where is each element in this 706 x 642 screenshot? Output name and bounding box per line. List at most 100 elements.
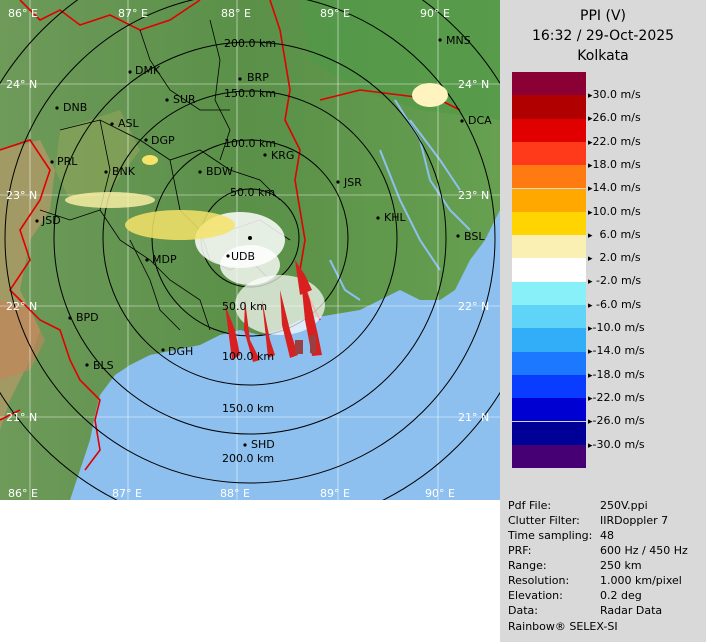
scale-swatch bbox=[512, 398, 586, 422]
lon-label-88-top: 88° E bbox=[221, 7, 251, 20]
meta-key: Elevation: bbox=[508, 589, 563, 602]
radar-echoes bbox=[65, 83, 448, 362]
range-rings bbox=[0, 0, 500, 500]
scale-label: -2.0 m/s bbox=[588, 274, 641, 287]
scale-swatch bbox=[512, 444, 586, 469]
city-jsd: JSD bbox=[41, 214, 61, 227]
meta-key: Data: bbox=[508, 604, 538, 617]
range-label-150-south: 150.0 km bbox=[222, 402, 274, 415]
scale-swatch bbox=[512, 328, 586, 352]
scale-label: -6.0 m/s bbox=[588, 298, 641, 311]
meta-row: Pdf File: 250V.ppi bbox=[508, 498, 704, 513]
meta-value: 48 bbox=[600, 529, 614, 542]
meta-row: Data: Radar Data bbox=[508, 603, 704, 618]
city-bpd: BPD bbox=[76, 311, 99, 324]
lon-label-86-top: 86° E bbox=[8, 7, 38, 20]
scale-swatch bbox=[512, 351, 586, 375]
lon-label-89-top: 89° E bbox=[320, 7, 350, 20]
meta-key: PRF: bbox=[508, 544, 532, 557]
scale-swatch bbox=[512, 72, 586, 96]
meta-row: Clutter Filter: IIRDoppler 7 bbox=[508, 513, 704, 528]
meta-value: 1.000 km/pixel bbox=[600, 574, 682, 587]
scale-swatch bbox=[512, 188, 586, 212]
meta-row: Resolution: 1.000 km/pixel bbox=[508, 573, 704, 588]
range-label-100: 100.0 km bbox=[224, 137, 276, 150]
scale-label: -30.0 m/s bbox=[588, 438, 645, 451]
lat-label-21-left: 21° N bbox=[6, 411, 37, 424]
range-label-50-south: 50.0 km bbox=[222, 300, 267, 313]
scale-label: 14.0 m/s bbox=[588, 181, 641, 194]
scale-swatch bbox=[512, 141, 586, 166]
terrain-southwest bbox=[0, 300, 45, 380]
scale-label: -26.0 m/s bbox=[588, 414, 645, 427]
meta-value: 0.2 deg bbox=[600, 589, 642, 602]
scale-label: 6.0 m/s bbox=[588, 228, 641, 241]
color-scale bbox=[512, 72, 586, 469]
range-label-100-south: 100.0 km bbox=[222, 350, 274, 363]
city-dca: DCA bbox=[468, 114, 492, 127]
city-prl: PRL bbox=[57, 155, 78, 168]
city-udb: UDB bbox=[231, 250, 255, 263]
city-dgp: DGP bbox=[151, 134, 175, 147]
lon-label-86-bottom: 86° E bbox=[8, 487, 38, 500]
terrain-highlands bbox=[55, 110, 140, 200]
meta-key: Pdf File: bbox=[508, 499, 552, 512]
scale-swatch bbox=[512, 374, 586, 399]
city-dmk: DMK bbox=[135, 64, 161, 77]
meta-value: IIRDoppler 7 bbox=[600, 514, 669, 527]
legend-panel: PPI (V) 16:32 / 29-Oct-2025 Kolkata 30.0… bbox=[500, 0, 706, 642]
city-mns: MNS bbox=[446, 34, 471, 47]
range-label-200-south: 200.0 km bbox=[222, 452, 274, 465]
lon-label-87-bottom: 87° E bbox=[112, 487, 142, 500]
scale-swatch bbox=[512, 118, 586, 142]
city-brp: BRP bbox=[247, 71, 269, 84]
scale-swatch bbox=[512, 165, 586, 189]
lat-label-23-left: 23° N bbox=[6, 189, 37, 202]
river-delta bbox=[329, 99, 471, 301]
city-mdp: MDP bbox=[152, 253, 177, 266]
brand-label: Rainbow® SELEX-SI bbox=[508, 620, 618, 633]
lat-label-24-left: 24° N bbox=[6, 78, 37, 91]
lon-label-89-bottom: 89° E bbox=[320, 487, 350, 500]
city-khl: KHL bbox=[384, 211, 406, 224]
meta-row: Time sampling: 48 bbox=[508, 528, 704, 543]
meta-value: 250V.ppi bbox=[600, 499, 648, 512]
terrain-northeast bbox=[300, 0, 500, 120]
scale-label: 30.0 m/s bbox=[588, 88, 641, 101]
scale-swatch bbox=[512, 258, 586, 282]
city-asl: ASL bbox=[118, 117, 140, 130]
scale-label: -22.0 m/s bbox=[588, 391, 645, 404]
scale-swatch bbox=[512, 95, 586, 119]
meta-value: 600 Hz / 450 Hz bbox=[600, 544, 688, 557]
scale-label: 26.0 m/s bbox=[588, 111, 641, 124]
meta-key: Resolution: bbox=[508, 574, 570, 587]
lon-label-87-top: 87° E bbox=[118, 7, 148, 20]
city-bls: BLS bbox=[93, 359, 114, 372]
meta-row: PRF: 600 Hz / 450 Hz bbox=[508, 543, 704, 558]
datetime-title: 16:32 / 29-Oct-2025 bbox=[531, 28, 675, 44]
meta-key: Clutter Filter: bbox=[508, 514, 580, 527]
city-jsr: JSR bbox=[343, 176, 362, 189]
range-label-200: 200.0 km bbox=[224, 37, 276, 50]
meta-row: Elevation: 0.2 deg bbox=[508, 588, 704, 603]
meta-value: Radar Data bbox=[600, 604, 663, 617]
city-sur: SUR bbox=[173, 93, 196, 106]
lon-label-90-bottom: 90° E bbox=[425, 487, 455, 500]
meta-row: Range: 250 km bbox=[508, 558, 704, 573]
lat-label-22-right: 22° N bbox=[458, 300, 489, 313]
scale-swatch bbox=[512, 281, 586, 305]
city-dnb: DNB bbox=[63, 101, 87, 114]
metadata-table: Pdf File: 250V.ppi Clutter Filter: IIRDoppl… bbox=[508, 498, 704, 618]
meta-key: Time sampling: bbox=[508, 529, 593, 542]
lon-label-90-top: 90° E bbox=[420, 7, 450, 20]
radar-map: 50.0 km 100.0 km 150.0 km 200.0 km 50.0 … bbox=[0, 0, 500, 500]
lat-label-21-right: 21° N bbox=[458, 411, 489, 424]
city-bdw: BDW bbox=[206, 165, 233, 178]
scale-label: 22.0 m/s bbox=[588, 135, 641, 148]
station-title: Kolkata bbox=[577, 48, 629, 64]
blank-area bbox=[0, 500, 500, 642]
product-title: PPI (V) bbox=[580, 8, 626, 24]
scale-label: 10.0 m/s bbox=[588, 205, 641, 218]
scale-swatch bbox=[512, 235, 586, 259]
range-label-150: 150.0 km bbox=[224, 87, 276, 100]
